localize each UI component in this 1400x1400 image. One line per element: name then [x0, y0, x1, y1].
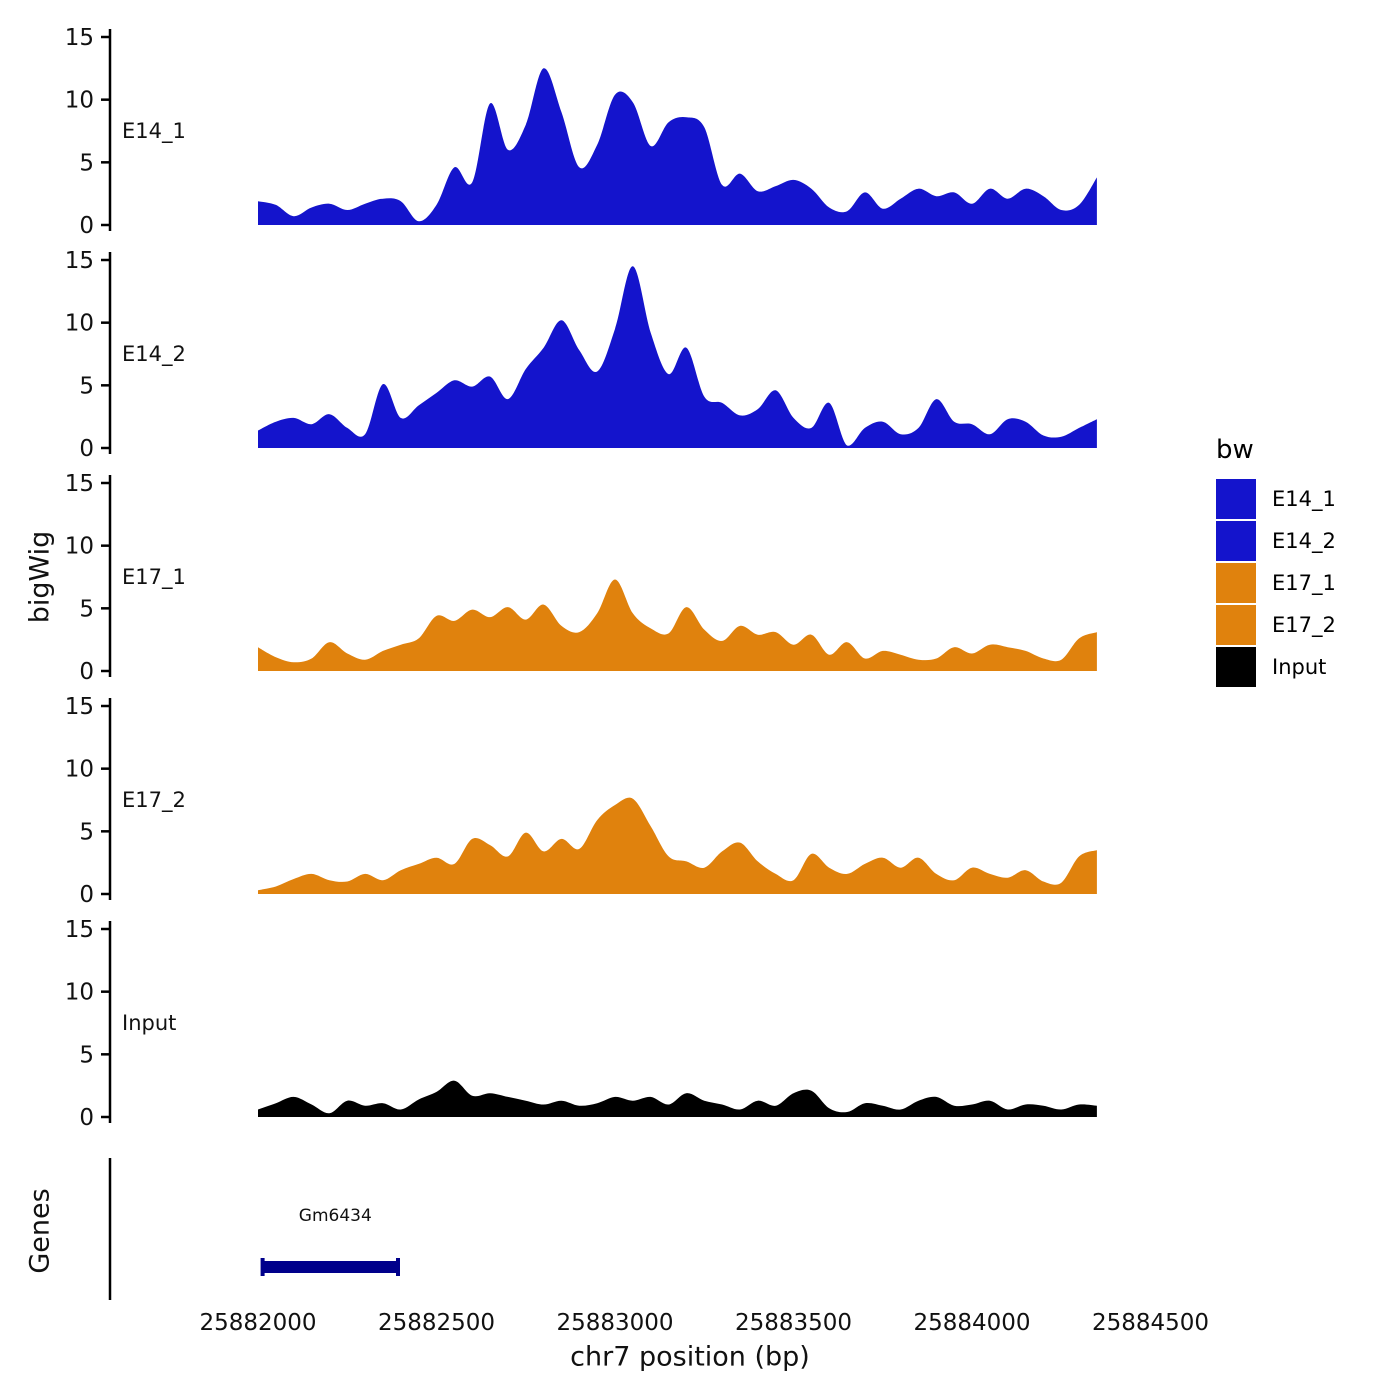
track-area-E17_1	[258, 579, 1097, 671]
legend-swatch-e17-2	[1216, 605, 1256, 645]
y-tick-label: 0	[79, 1105, 94, 1131]
y-tick-label: 15	[65, 248, 94, 274]
legend-swatch-input	[1216, 647, 1256, 687]
y-tick-label: 10	[65, 88, 94, 114]
gene-end-cap-right	[396, 1258, 400, 1276]
legend-item-e14-1: E14_1	[1216, 479, 1336, 519]
legend-title: bw	[1216, 435, 1254, 465]
track-label-e17-2: E17_2	[122, 788, 186, 812]
track-area-E14_2	[258, 266, 1097, 448]
legend-item-input: Input	[1216, 647, 1336, 687]
y-tick-label: 15	[65, 917, 94, 943]
bigwig-axis-title: bigWig	[24, 530, 56, 624]
legend: bw E14_1 E14_2 E17_1 E17_2 Input	[1216, 435, 1336, 689]
legend-swatch-e17-1	[1216, 563, 1256, 603]
legend-label: E14_2	[1272, 529, 1336, 553]
gene-body	[261, 1261, 399, 1273]
track-label-e14-1: E14_1	[122, 119, 186, 143]
y-tick-label: 0	[79, 436, 94, 462]
y-tick-label: 0	[79, 659, 94, 685]
y-tick-label: 15	[65, 471, 94, 497]
x-axis-title: chr7 position (bp)	[570, 1341, 810, 1373]
track-area-E17_2	[258, 797, 1097, 894]
track-area-E14_1	[258, 68, 1097, 226]
track-label-e14-2: E14_2	[122, 342, 186, 366]
y-tick-label: 10	[65, 980, 94, 1006]
legend-item-e17-2: E17_2	[1216, 605, 1336, 645]
y-tick-label: 5	[79, 596, 94, 622]
legend-label: E14_1	[1272, 487, 1336, 511]
genes-axis-title: Genes	[24, 1188, 56, 1274]
y-tick-label: 5	[79, 150, 94, 176]
legend-swatch-e14-2	[1216, 521, 1256, 561]
y-tick-label: 0	[79, 882, 94, 908]
gene-label: Gm6434	[298, 1206, 372, 1226]
x-tick-label: 25884500	[1092, 1310, 1209, 1336]
gene-end-cap-left	[260, 1258, 265, 1276]
x-tick-label: 25882000	[199, 1310, 316, 1336]
legend-label: E17_1	[1272, 571, 1336, 595]
y-tick-label: 10	[65, 534, 94, 560]
y-tick-label: 5	[79, 1042, 94, 1068]
x-tick-label: 25884000	[913, 1310, 1030, 1336]
legend-item-e14-2: E14_2	[1216, 521, 1336, 561]
x-tick-label: 25882500	[378, 1310, 495, 1336]
y-tick-label: 10	[65, 311, 94, 337]
y-tick-label: 10	[65, 757, 94, 783]
legend-label: E17_2	[1272, 613, 1336, 637]
track-label-input: Input	[122, 1011, 177, 1035]
y-tick-label: 5	[79, 819, 94, 845]
y-tick-label: 15	[65, 694, 94, 720]
legend-swatch-e14-1	[1216, 479, 1256, 519]
y-tick-label: 5	[79, 373, 94, 399]
y-tick-label: 15	[65, 25, 94, 51]
track-area-Input	[258, 1080, 1097, 1117]
x-tick-label: 25883500	[735, 1310, 852, 1336]
legend-item-e17-1: E17_1	[1216, 563, 1336, 603]
legend-label: Input	[1272, 655, 1327, 679]
x-tick-label: 25883000	[556, 1310, 673, 1336]
y-tick-label: 0	[79, 213, 94, 239]
track-label-e17-1: E17_1	[122, 565, 186, 589]
